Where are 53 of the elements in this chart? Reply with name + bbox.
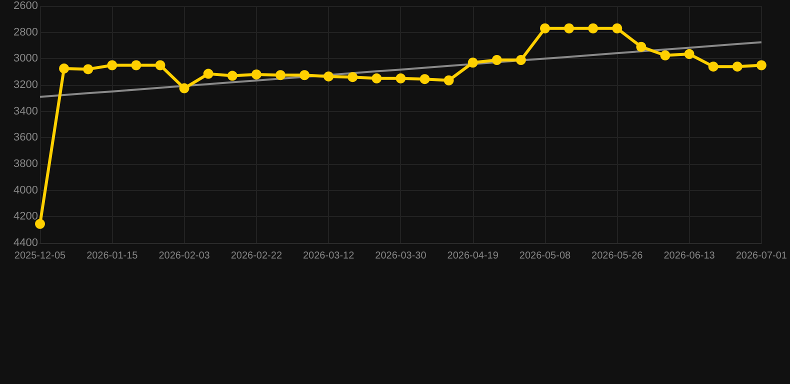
point (468, 58, 478, 68)
point (131, 60, 142, 70)
point (492, 54, 502, 65)
point (708, 62, 718, 72)
point (444, 75, 454, 86)
y-tick-label: 4400 (14, 237, 38, 249)
point (756, 60, 766, 70)
point (684, 49, 694, 60)
y-tick-label: 3200 (14, 79, 38, 91)
x-tick-label: 2026-05-08 (519, 250, 572, 262)
point (83, 64, 94, 74)
x-tick-label: 2026-07-01 (736, 250, 788, 262)
x-tick-label: 2026-04-19 (447, 250, 499, 262)
point (396, 73, 406, 84)
point (660, 50, 670, 60)
x-tick-label: 2026-02-22 (230, 250, 282, 262)
point (732, 62, 742, 72)
point (516, 54, 526, 65)
point (564, 23, 574, 34)
point (348, 72, 358, 82)
x-tick-label: 2025-12-05 (14, 250, 66, 262)
x-tick-label: 2026-06-13 (664, 250, 716, 262)
y-tick-label: 3000 (14, 52, 38, 65)
y-tick-label: 3600 (14, 132, 38, 144)
point (324, 71, 334, 82)
point (612, 23, 622, 34)
y-tick-label: 2600 (14, 0, 38, 12)
point (107, 60, 118, 70)
point (275, 70, 286, 80)
point (59, 64, 70, 74)
point (227, 70, 238, 81)
y-tick-label: 3400 (14, 105, 38, 118)
point (35, 218, 45, 229)
x-tick-label: 2026-02-03 (158, 250, 210, 262)
point (420, 74, 430, 84)
point (300, 70, 310, 80)
point (203, 68, 214, 79)
point (636, 42, 646, 52)
point (251, 69, 262, 80)
point (155, 60, 166, 70)
x-tick-label: 2026-03-30 (375, 250, 427, 262)
x-tick-label: 2026-03-12 (302, 250, 355, 262)
y-tick-label: 3800 (14, 158, 38, 170)
point (540, 23, 550, 34)
point (372, 73, 382, 84)
point (588, 23, 598, 34)
x-tick-label: 2026-01-15 (86, 250, 138, 262)
y-tick-label: 2800 (14, 26, 38, 38)
y-tick-label: 4200 (14, 210, 38, 223)
point (179, 83, 190, 94)
line-series (39, 41, 762, 98)
x-tick-label: 2026-05-26 (592, 250, 644, 262)
y-tick-label: 4000 (14, 184, 38, 196)
